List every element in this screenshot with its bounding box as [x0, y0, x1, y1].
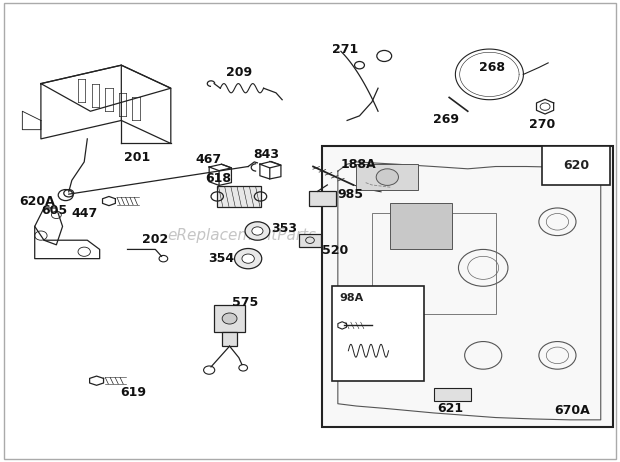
- Text: 354: 354: [208, 252, 234, 265]
- Bar: [217, 186, 260, 207]
- Bar: [214, 305, 245, 332]
- Text: 843: 843: [254, 148, 280, 162]
- Text: 271: 271: [332, 43, 358, 55]
- Bar: [372, 213, 495, 314]
- Text: 202: 202: [142, 233, 169, 246]
- Text: 209: 209: [226, 66, 252, 79]
- Text: 619: 619: [120, 386, 146, 399]
- Text: 201: 201: [123, 151, 150, 164]
- Bar: [222, 332, 237, 346]
- Circle shape: [376, 169, 399, 185]
- Text: 353: 353: [271, 222, 297, 235]
- Text: 520: 520: [322, 244, 348, 257]
- Bar: [299, 234, 321, 247]
- Text: 270: 270: [529, 118, 555, 131]
- Text: 269: 269: [433, 113, 459, 126]
- Text: 620A: 620A: [19, 195, 55, 207]
- Bar: [542, 146, 610, 185]
- Text: 620: 620: [563, 159, 589, 172]
- Text: 98A: 98A: [339, 293, 363, 303]
- Bar: [356, 164, 419, 189]
- Text: 621: 621: [437, 402, 463, 415]
- Circle shape: [234, 249, 262, 269]
- Text: 447: 447: [72, 207, 98, 220]
- Circle shape: [245, 222, 270, 240]
- Text: 188A: 188A: [341, 158, 376, 171]
- Bar: [309, 191, 336, 206]
- Text: 467: 467: [195, 153, 222, 166]
- Text: 268: 268: [479, 61, 505, 74]
- Circle shape: [252, 227, 263, 235]
- Text: eReplacementParts.com: eReplacementParts.com: [167, 228, 354, 243]
- Bar: [322, 146, 613, 427]
- Text: 670A: 670A: [554, 404, 590, 417]
- Bar: [434, 388, 471, 401]
- Bar: [332, 286, 425, 381]
- Text: 985: 985: [338, 188, 364, 201]
- Circle shape: [222, 313, 237, 324]
- Text: 575: 575: [232, 296, 258, 309]
- Bar: [391, 203, 452, 249]
- Text: 618: 618: [205, 172, 231, 185]
- Text: 605: 605: [41, 204, 67, 217]
- Circle shape: [242, 254, 254, 263]
